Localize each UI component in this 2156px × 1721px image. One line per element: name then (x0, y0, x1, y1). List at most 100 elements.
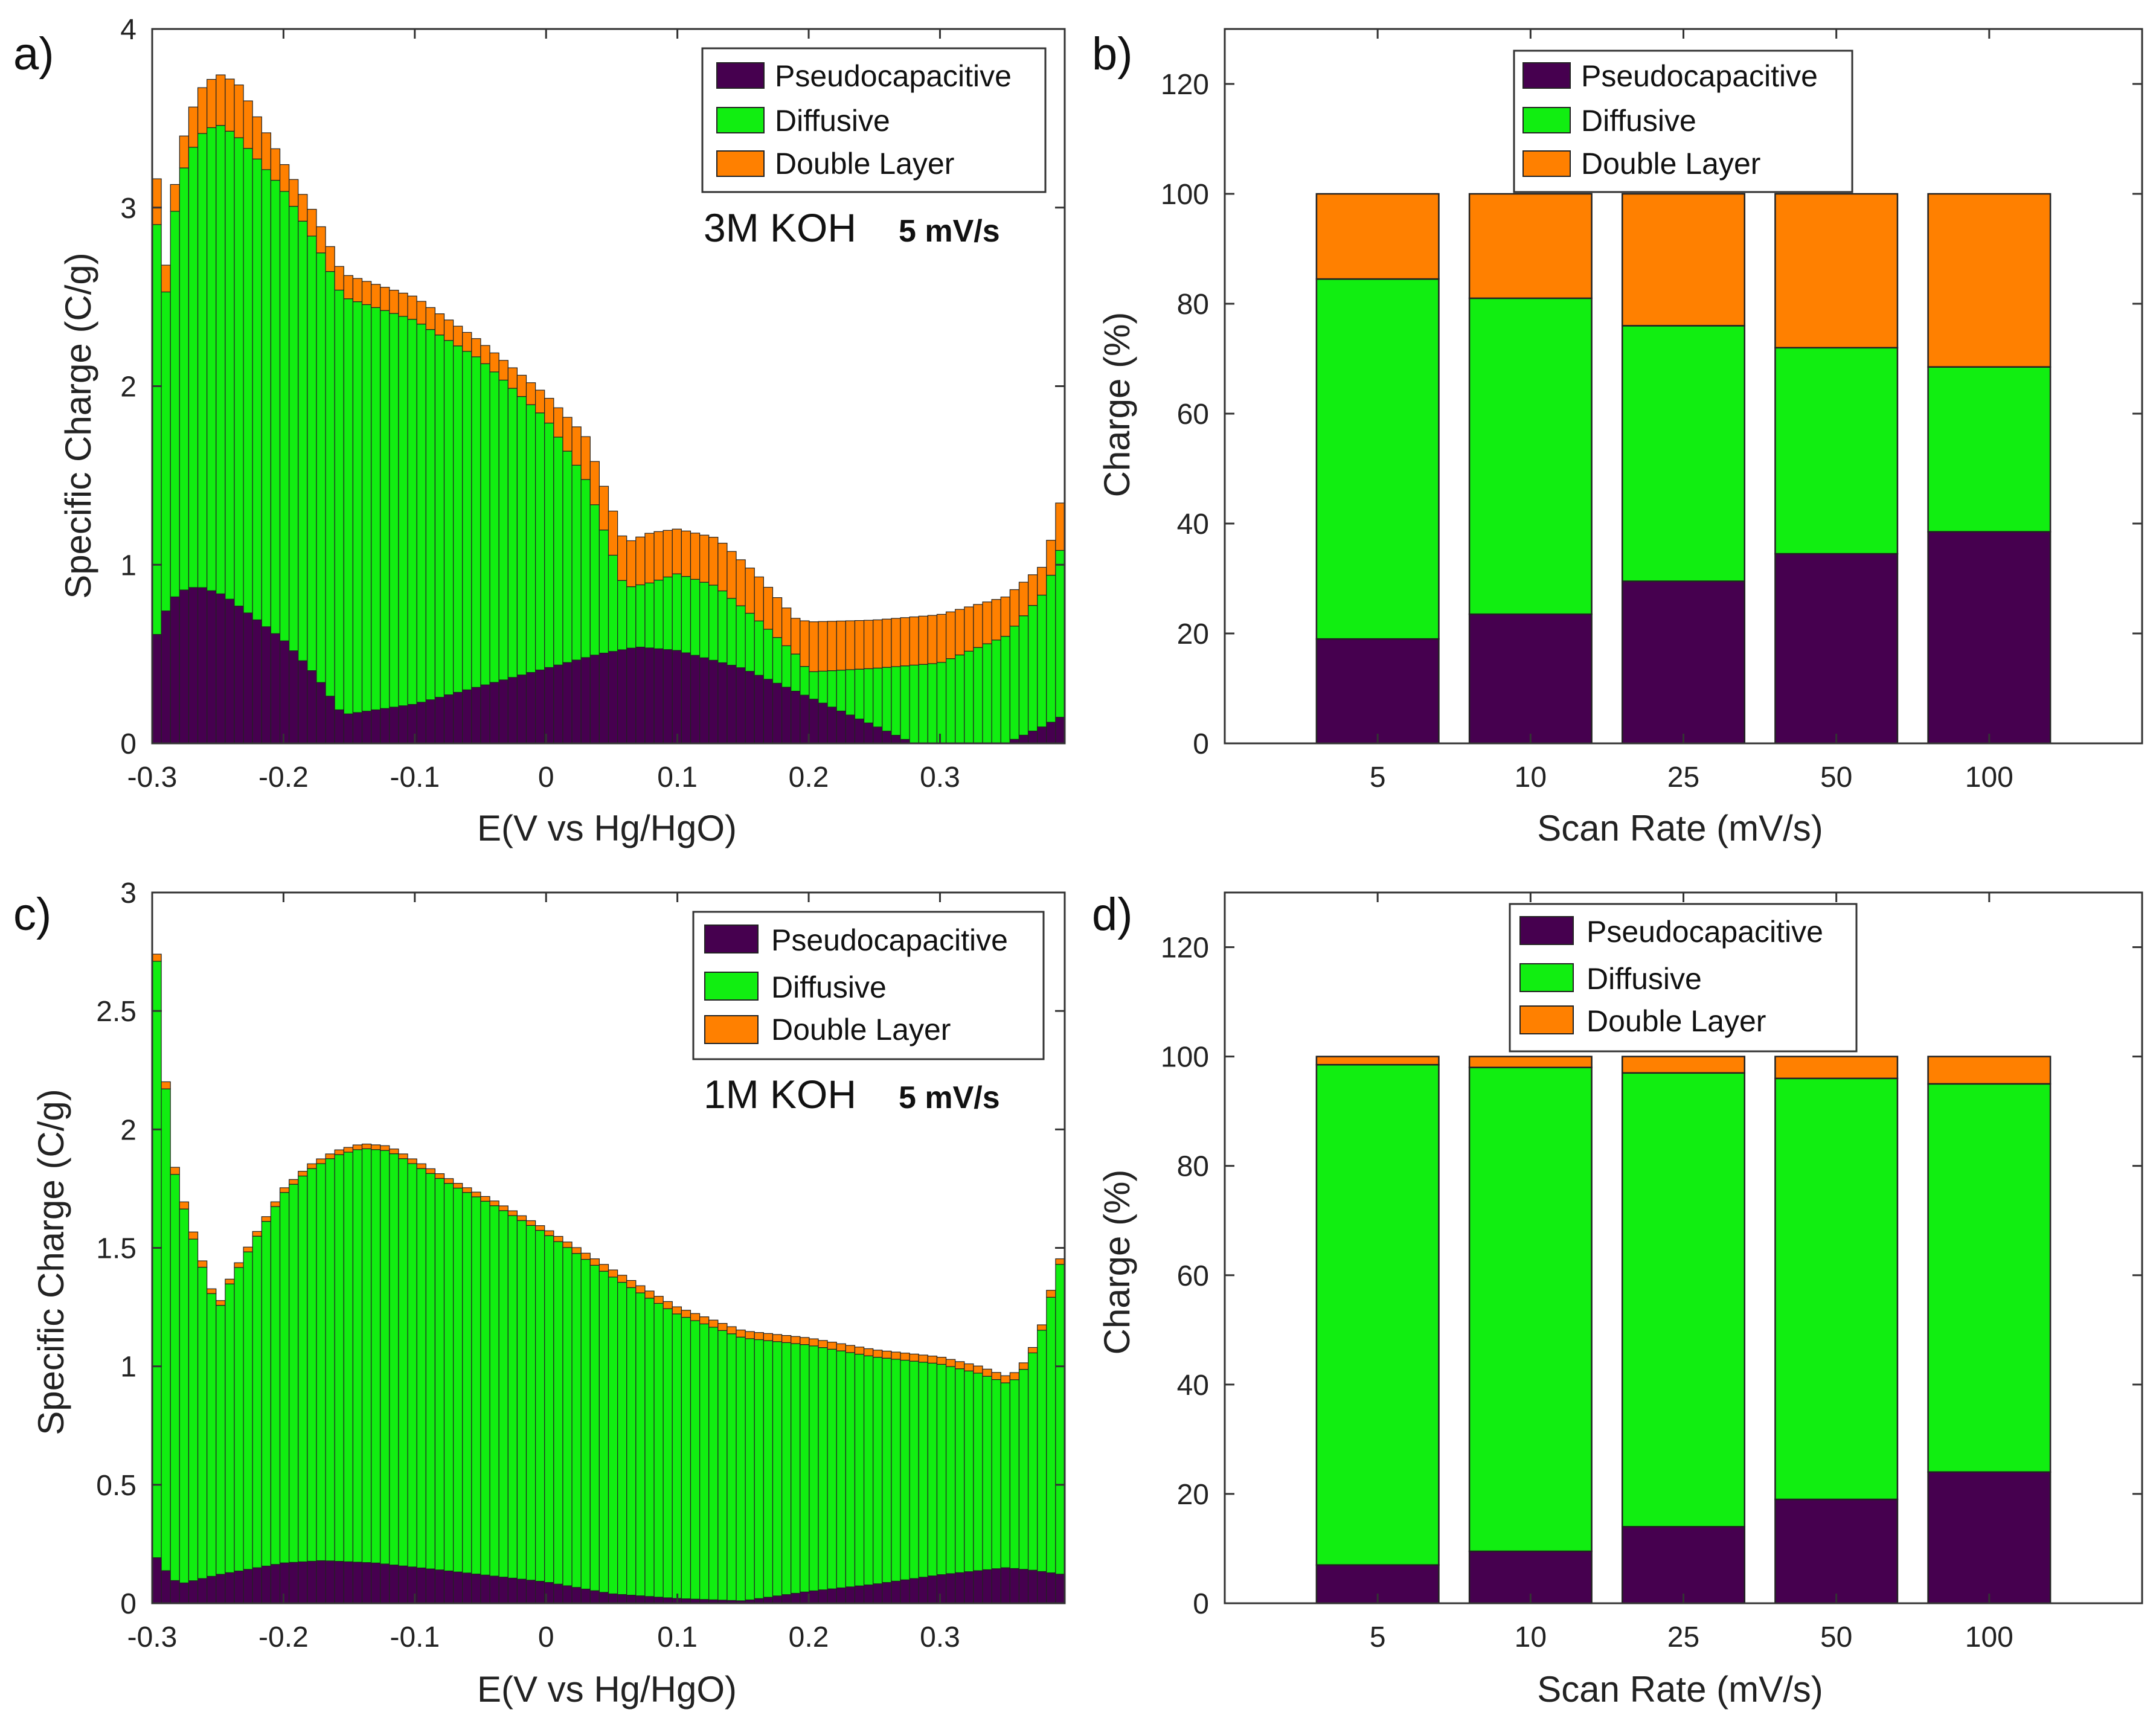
panel-a-bar-pseudocapacitive (216, 593, 226, 744)
panel-a-bar-diffusive (307, 236, 317, 671)
panel-c-bar-pseudocapacitive (1000, 1567, 1010, 1604)
panel-c-bar-double-layer (736, 1329, 746, 1338)
panel-c-bar-pseudocapacitive (571, 1587, 582, 1604)
panel-a-bar-double-layer (818, 621, 828, 672)
panel-c-bar-double-layer (425, 1168, 436, 1174)
panel-c-legend-swatch-pseudocapacitive (704, 925, 759, 953)
panel-c-bar-double-layer (307, 1163, 317, 1169)
panel-c-bar-double-layer (626, 1280, 637, 1288)
panel-a-bar-pseudocapacitive (708, 659, 719, 744)
panel-d-ytick-label: 60 (1177, 1260, 1209, 1292)
panel-a-bar-pseudocapacitive (307, 670, 317, 744)
panel-c-bar-pseudocapacitive (1037, 1571, 1047, 1604)
panel-a-bar-diffusive (891, 666, 901, 736)
panel-c-bar-diffusive (845, 1352, 856, 1588)
panel-a-bar-diffusive (562, 450, 573, 663)
panel-c-bar-diffusive (800, 1344, 810, 1592)
panel-c-bar-pseudocapacitive (818, 1589, 828, 1604)
panel-b-xlabel: Scan Rate (mV/s) (1537, 808, 1823, 848)
panel-c-bar-diffusive (553, 1241, 563, 1585)
panel-b-axes: 0 20 40 60 80 100 120 5 10 25 50 100 (1161, 28, 2143, 793)
panel-c-bar-pseudocapacitive (425, 1568, 436, 1604)
panel-c-xtick-label: -0.1 (390, 1621, 440, 1653)
panel-c-bar-double-layer (827, 1341, 837, 1350)
panel-c-xtick-label: 0.3 (920, 1621, 960, 1653)
panel-c-bar-diffusive (1055, 1264, 1065, 1575)
panel-c-bar-double-layer (480, 1196, 490, 1202)
panel-b-legend-label-double-layer: Double Layer (1581, 147, 1760, 181)
panel-c-bar-pseudocapacitive (1055, 1574, 1065, 1604)
panel-c-bar-pseudocapacitive (809, 1590, 819, 1604)
panel-a-xtick-label: -0.1 (390, 761, 440, 793)
panel-a-bar-double-layer (325, 246, 335, 272)
panel-a-bar-diffusive (234, 137, 244, 607)
panel-c-bar-diffusive (580, 1258, 591, 1590)
panel-c-bar-double-layer (571, 1247, 582, 1254)
panel-a-bar-pseudocapacitive (279, 640, 290, 744)
panel-c-bar-diffusive (763, 1340, 774, 1598)
panel-c-bar-double-layer (791, 1336, 801, 1344)
panel-b-xtick-label: 10 (1515, 761, 1547, 793)
panel-a-bar-pseudocapacitive (462, 689, 472, 744)
panel-c-bar-diffusive (653, 1303, 664, 1598)
panel-a-bar-double-layer (216, 74, 226, 126)
panel-b-ytick-label: 0 (1193, 728, 1209, 760)
panel-c-bar-diffusive (407, 1163, 417, 1568)
panel-a-bar-pseudocapacitive (535, 669, 545, 744)
panel-a-bar-double-layer (836, 620, 846, 671)
panel-a-bar-double-layer (170, 184, 180, 212)
panel-a-bar-diffusive (955, 654, 965, 744)
panel-c-bar-double-layer (589, 1258, 600, 1266)
panel-a-bar-pseudocapacitive (316, 682, 326, 744)
panel-a-bar-double-layer (507, 367, 518, 389)
panel-c-bar-pseudocapacitive (389, 1565, 399, 1604)
panel-a-bar-diffusive (407, 319, 417, 705)
panel-c-bar-double-layer (818, 1340, 828, 1348)
panel-a-bar-double-layer (800, 620, 810, 667)
panel-a-bar-pseudocapacitive (453, 691, 463, 744)
panel-a-bar-pseudocapacitive (827, 707, 837, 744)
panel-c-xtick-label: -0.2 (258, 1621, 309, 1653)
panel-d-legend-label-double-layer: Double Layer (1587, 1004, 1766, 1038)
panel-c-bar-pseudocapacitive (188, 1580, 199, 1604)
panel-a-bar-pseudocapacitive (516, 675, 527, 744)
panel-a-bar-double-layer (398, 292, 408, 317)
panel-d-bar-diffusive-25 (1621, 1072, 1746, 1528)
panel-a-bar-double-layer (279, 164, 290, 192)
panel-a-bar-diffusive (836, 670, 846, 712)
panel-c-bar-diffusive (453, 1187, 463, 1572)
panel-a-xtick-label: 0.2 (789, 761, 829, 793)
panel-a-bar-diffusive (380, 310, 390, 709)
panel-c-bar-diffusive (791, 1343, 801, 1594)
panel-c-bar-pseudocapacitive (653, 1597, 664, 1604)
panel-c-bar-diffusive (562, 1247, 573, 1586)
panel-a-bar-double-layer (1000, 596, 1010, 637)
panel-a-bar-pseudocapacitive (188, 587, 199, 744)
panel-c-bar-double-layer (918, 1354, 928, 1363)
panel-b-ytick-label: 60 (1177, 399, 1209, 431)
panel-a-bar-diffusive (918, 664, 928, 744)
panel-a-bar-pseudocapacitive (325, 696, 335, 744)
panel-d-legend-label-pseudocapacitive: Pseudocapacitive (1587, 915, 1823, 949)
panel-a-bar-double-layer (973, 604, 983, 648)
panel-a-bar-diffusive (571, 464, 582, 661)
panel-c-bar-pseudocapacitive (553, 1583, 563, 1604)
panel-a-bar-diffusive (900, 665, 910, 740)
panel-c-bar-double-layer (754, 1332, 764, 1341)
panel-c-bar-diffusive (854, 1353, 865, 1586)
panel-a-bar-pseudocapacitive (781, 687, 792, 744)
panel-c-bar-diffusive (589, 1264, 600, 1591)
panel-c-bar-pseudocapacitive (1027, 1569, 1038, 1604)
panel-c-bar-pseudocapacitive (973, 1570, 983, 1604)
panel-a-bar-pseudocapacitive (672, 650, 682, 744)
panel-a-bar-pseudocapacitive (480, 684, 490, 744)
panel-c-bar-diffusive (197, 1266, 208, 1579)
panel-a-bar-diffusive (945, 658, 956, 744)
panel-d-xtick-label: 25 (1667, 1621, 1699, 1653)
panel-d-ytick-label: 20 (1177, 1479, 1209, 1511)
panel-c-bar-pseudocapacitive (927, 1575, 938, 1604)
panel-a-bar-pseudocapacitive (589, 655, 600, 744)
panel-a-bar-double-layer (900, 617, 910, 667)
panel-a-bar-pseudocapacitive (663, 649, 673, 744)
